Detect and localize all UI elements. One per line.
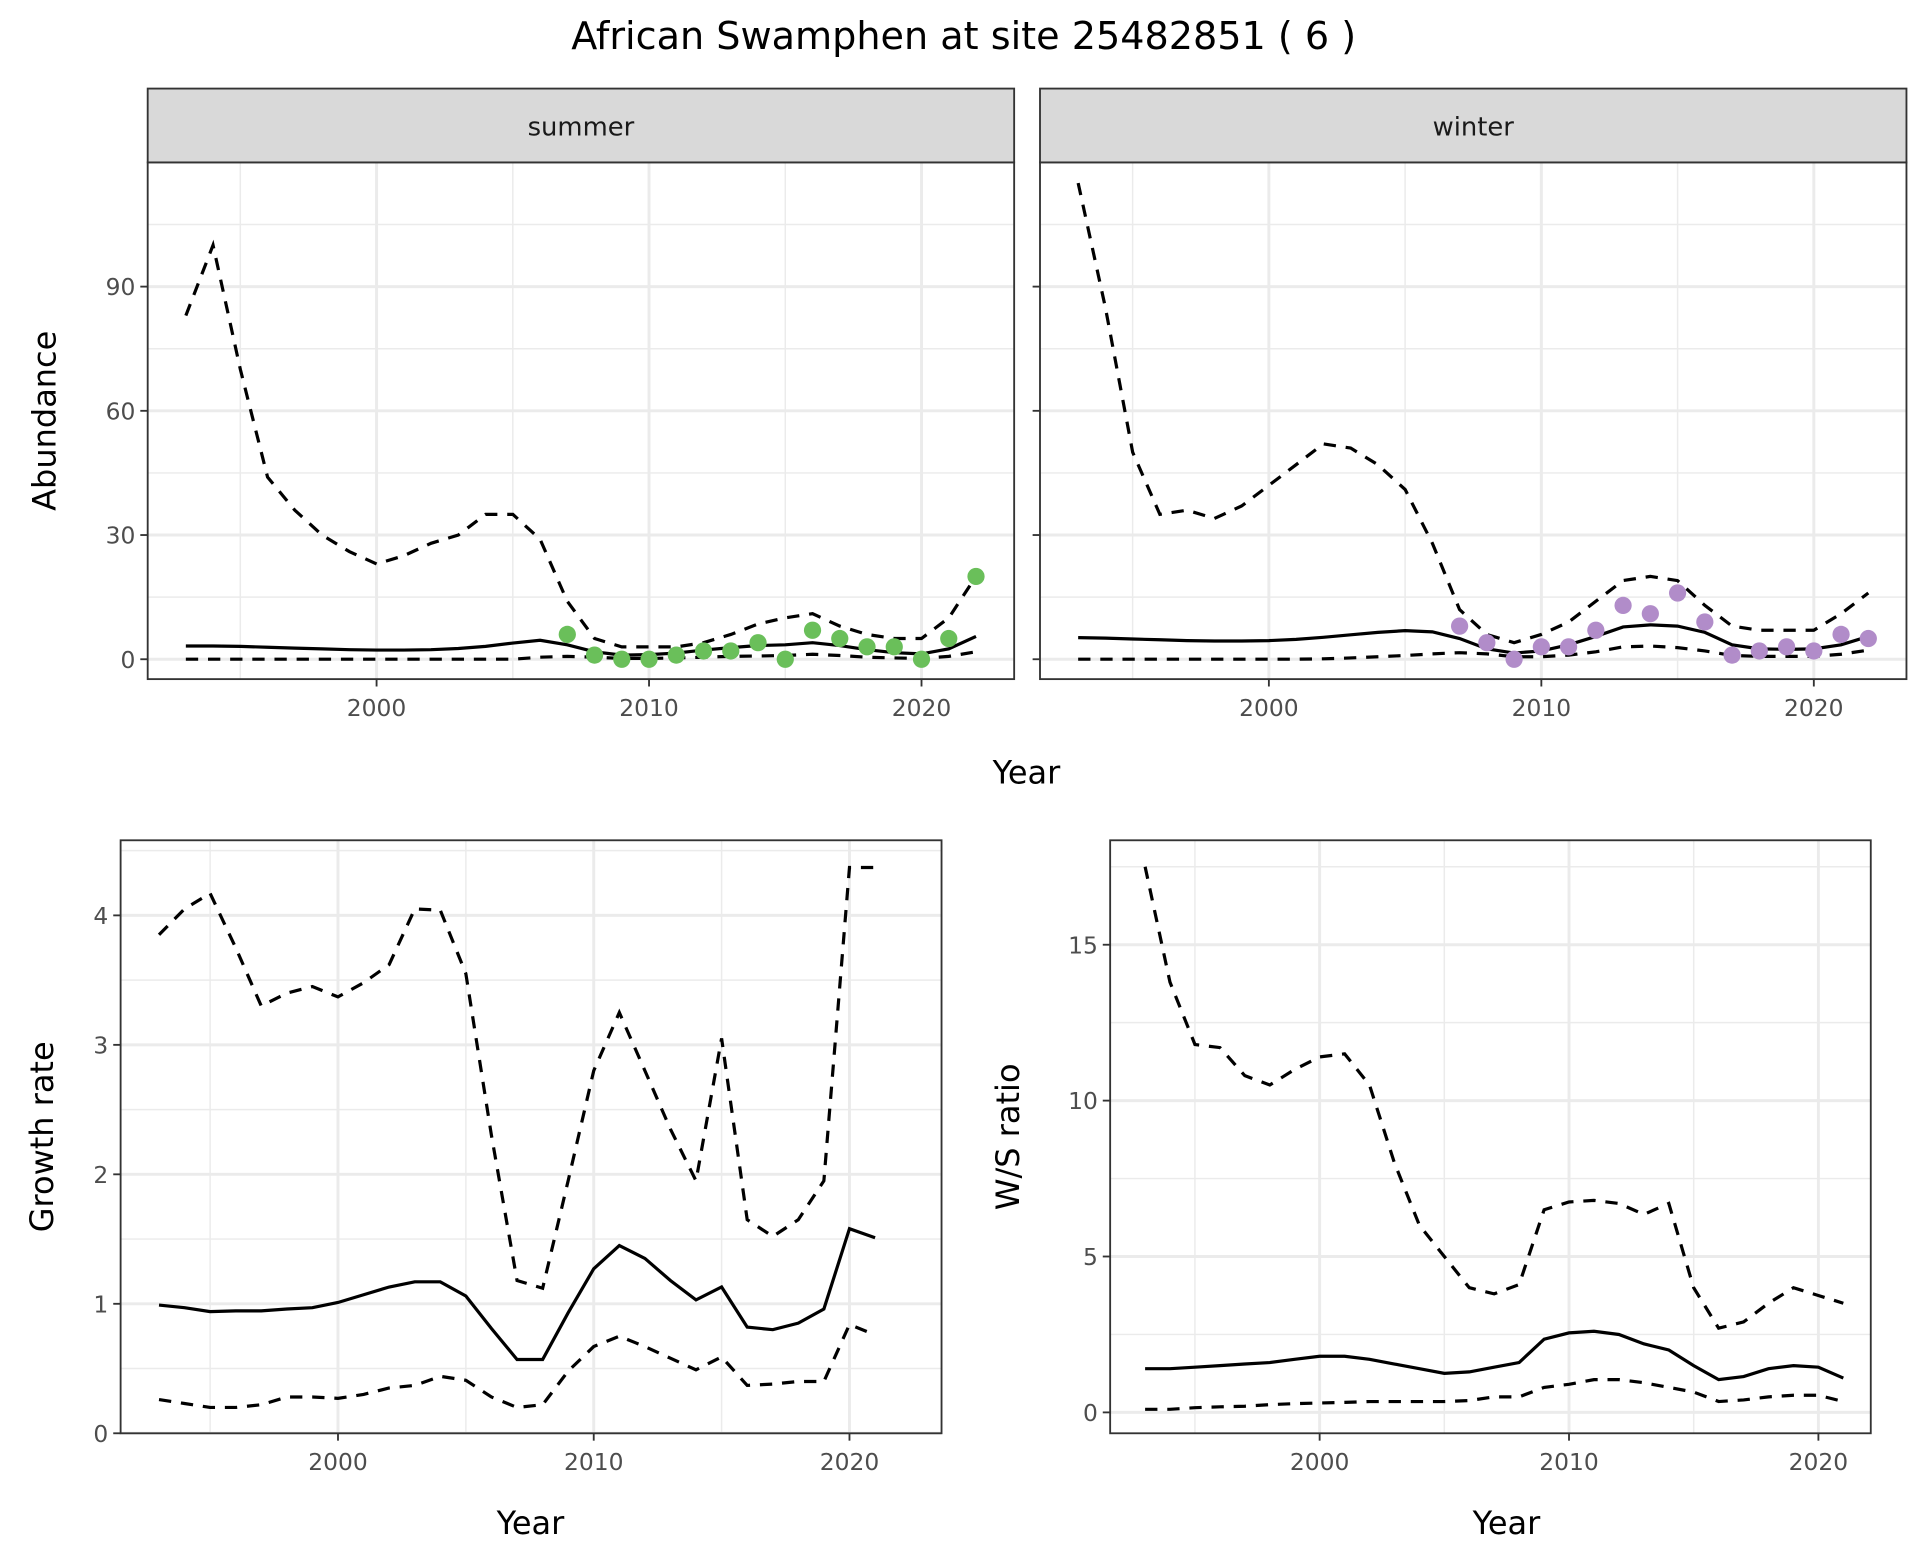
y-tick-label: 1	[93, 1290, 108, 1318]
observed-point	[1587, 621, 1605, 639]
panel-border	[1109, 839, 1872, 1435]
observed-point	[1532, 638, 1550, 656]
observed-point	[667, 646, 685, 664]
observed-point	[558, 625, 576, 644]
x-tick-label: 2000	[1290, 1448, 1350, 1476]
observed-point	[1723, 646, 1741, 664]
observed-point	[613, 650, 631, 668]
observed-point	[1478, 634, 1496, 652]
estimate-line	[1145, 1329, 1844, 1382]
x-tick-label: 2010	[1539, 1448, 1599, 1476]
x-tick-label: 2020	[820, 1448, 880, 1476]
x-axis-title: Year	[1472, 1504, 1542, 1542]
panel-summer: 2000 2010 2020 0 30 60 90 summer	[106, 87, 1016, 722]
y-tick-label: 0	[1083, 1399, 1098, 1427]
y-tick-label: 2	[93, 1161, 108, 1189]
x-tick-label: 2020	[1784, 694, 1844, 722]
y-tick-label: 10	[1068, 1087, 1098, 1115]
observed-point	[1832, 625, 1850, 644]
observed-point	[1668, 584, 1687, 602]
y-axis-title: Abundance	[25, 331, 63, 511]
panel-background	[120, 840, 942, 1434]
estimate-line	[158, 1226, 876, 1362]
observed-point	[1450, 617, 1469, 635]
x-axis-title: Year	[496, 1504, 566, 1542]
observed-point	[940, 629, 958, 648]
observed-point	[885, 638, 903, 656]
panel-winter: 2000 2010 2020 winter	[1032, 87, 1908, 722]
observed-point	[694, 642, 713, 660]
x-tick-label: 2000	[308, 1448, 368, 1476]
lower-bound-line	[158, 1322, 876, 1410]
estimate-line	[1078, 623, 1869, 655]
panel-background	[147, 162, 1015, 680]
observed-point	[831, 629, 849, 648]
observed-point	[858, 638, 876, 656]
upper-bound-line	[1143, 866, 1844, 1331]
observed-point	[1696, 613, 1714, 631]
y-tick-label: 5	[1083, 1243, 1098, 1271]
observed-point	[1505, 650, 1523, 668]
upper-bound-line	[157, 865, 876, 1291]
y-tick-label: 0	[93, 1420, 108, 1448]
figure-title: African Swamphen at site 25482851 ( 6 )	[571, 14, 1356, 58]
observed-point	[1805, 642, 1823, 660]
observed-point	[1750, 642, 1768, 660]
observed-point	[722, 642, 740, 660]
x-tick-label: 2000	[347, 694, 407, 722]
observed-point	[1777, 638, 1796, 656]
observed-point	[749, 634, 767, 652]
y-tick-label: 15	[1068, 931, 1098, 959]
y-tick-label: 30	[106, 522, 136, 550]
upper-bound-line	[184, 239, 978, 649]
panel-border	[119, 839, 943, 1435]
observed-point	[967, 567, 985, 586]
panel-background	[1040, 162, 1907, 680]
facet-strip-label: winter	[1433, 112, 1515, 142]
facet-strip	[1039, 87, 1908, 164]
x-tick-label: 2020	[1789, 1448, 1849, 1476]
x-tick-label: 2010	[619, 694, 679, 722]
facet-strip	[146, 87, 1016, 164]
x-tick-label: 2010	[564, 1448, 624, 1476]
x-tick-label: 2020	[892, 694, 952, 722]
upper-bound-line	[1076, 182, 1870, 645]
observed-point	[912, 650, 931, 668]
y-axis-title: W/S ratio	[989, 1063, 1027, 1210]
y-tick-label: 3	[93, 1031, 108, 1059]
observed-point	[1859, 629, 1877, 648]
panel-ws-ratio: 2000 2010 2020 0 5 10 15	[1068, 839, 1872, 1476]
observed-point	[585, 646, 604, 664]
y-tick-label: 60	[106, 397, 136, 425]
observed-point	[776, 650, 794, 668]
observed-point	[1559, 638, 1578, 656]
observed-point	[1641, 605, 1659, 623]
lower-bound-line	[1145, 1378, 1844, 1411]
observed-point	[1614, 596, 1632, 615]
panel-background	[1110, 840, 1871, 1434]
x-tick-label: 2000	[1239, 694, 1299, 722]
facet-strip-label: summer	[528, 112, 635, 142]
estimate-line	[185, 634, 977, 657]
x-axis-title: Year	[992, 754, 1062, 792]
y-tick-label: 0	[121, 646, 136, 674]
y-axis-title: Growth rate	[23, 1041, 61, 1232]
panel-growth-rate: 2000 2010 2020 0 1 2 3 4	[93, 839, 943, 1476]
y-tick-label: 90	[106, 273, 136, 301]
x-tick-label: 2010	[1512, 694, 1572, 722]
observed-point	[640, 650, 658, 668]
y-tick-label: 4	[93, 902, 108, 930]
observed-point	[803, 621, 822, 639]
